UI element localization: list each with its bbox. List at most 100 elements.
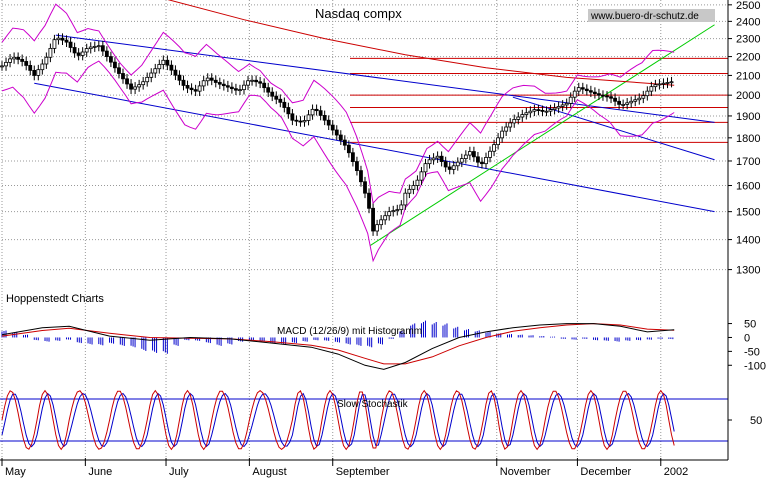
candle-body (4, 61, 8, 67)
macd-line (1, 323, 675, 370)
month-label: June (88, 466, 112, 478)
candle-body (568, 96, 573, 104)
candle-body (262, 82, 267, 89)
candle-body (60, 37, 65, 41)
candle-body (399, 204, 404, 211)
candle-body (371, 207, 375, 232)
candle-body (649, 86, 654, 92)
candle-body (44, 56, 49, 65)
candle-body (314, 108, 319, 112)
month-label: December (580, 466, 631, 478)
candle-body (637, 97, 642, 101)
candle-body (451, 165, 456, 170)
candle-body (109, 56, 113, 63)
candle-body (72, 47, 77, 54)
candle-body (661, 82, 666, 85)
candle-body (665, 82, 670, 84)
candle-body (153, 68, 158, 74)
candle-body (520, 114, 525, 118)
price-tick-label: 1300 (736, 265, 760, 277)
candle-body (593, 91, 597, 95)
price-tick-label: 1900 (736, 111, 760, 123)
candle-body (254, 79, 259, 83)
macd-tick-label: -50 (744, 346, 760, 358)
candle-body (556, 106, 561, 109)
candle-body (367, 192, 371, 209)
stochastic-label: Slow Stochastik (337, 399, 409, 410)
candle-body (137, 84, 142, 88)
macd-panel (1, 320, 675, 370)
candle-body (383, 215, 388, 221)
candle-body (387, 211, 392, 217)
candle-body (193, 89, 198, 92)
bollinger-upper (1, 3, 675, 205)
candle-body (492, 144, 496, 152)
candle-body (238, 89, 242, 92)
candle-body (221, 83, 226, 87)
month-label: August (252, 466, 286, 478)
candle-body (270, 91, 275, 97)
candle-body (524, 112, 529, 116)
candle-body (415, 179, 420, 186)
candle-body (330, 124, 335, 131)
candle-body (205, 77, 210, 82)
candle-body (100, 45, 105, 52)
candle-body (657, 83, 662, 86)
candle-body (359, 170, 363, 183)
candle-body (234, 88, 238, 91)
candle-body (52, 39, 57, 49)
candle-body (40, 63, 45, 71)
candle-body (294, 119, 299, 122)
candle-body (391, 210, 396, 213)
candle-body (480, 161, 484, 165)
price-tick-label: 1500 (736, 207, 760, 219)
candle-body (278, 98, 283, 103)
candle-body (419, 171, 424, 181)
bollinger-lower (1, 60, 675, 263)
candle-body (629, 100, 634, 104)
candle-body (403, 192, 408, 206)
candle-body (266, 87, 271, 93)
candle-body (197, 85, 202, 92)
candle-body (621, 103, 626, 106)
candle-body (250, 79, 254, 82)
price-tick-label: 1400 (736, 235, 760, 247)
candle-body (229, 86, 234, 90)
candle-body (306, 114, 311, 121)
moving-average-line (167, 0, 675, 86)
candle-body (88, 46, 93, 50)
candle-body (613, 97, 617, 102)
candle-body (242, 84, 246, 91)
candle-body (165, 59, 170, 66)
macd-label: MACD (12/26/9) mit Histogramm (277, 326, 422, 337)
candle-body (189, 87, 194, 91)
candle-body (286, 107, 291, 115)
month-label: July (169, 466, 189, 478)
candle-body (431, 157, 436, 161)
price-tick-label: 2200 (736, 52, 760, 64)
candle-body (213, 79, 218, 83)
candle-body (32, 69, 37, 76)
candle-body (121, 73, 125, 80)
candle-body (161, 59, 166, 65)
candle-body (443, 161, 448, 168)
candle-body (92, 45, 97, 48)
month-label: November (500, 466, 551, 478)
price-tick-label: 1700 (736, 156, 760, 168)
candle-body (350, 152, 355, 162)
candle-body (84, 48, 89, 53)
candle-body (20, 58, 25, 62)
candle-body (181, 79, 186, 86)
watermark-background (588, 9, 715, 22)
candle-body (363, 181, 367, 194)
candle-body (435, 155, 440, 159)
candle-body (484, 157, 488, 165)
candle-body (617, 100, 621, 105)
candle-body (439, 155, 444, 162)
candle-body (56, 37, 61, 41)
price-tick-label: 2400 (736, 16, 760, 28)
uptrend-support-line (370, 24, 715, 246)
candle-body (217, 82, 222, 85)
candle-body (576, 87, 581, 92)
price-panel (0, 0, 728, 263)
